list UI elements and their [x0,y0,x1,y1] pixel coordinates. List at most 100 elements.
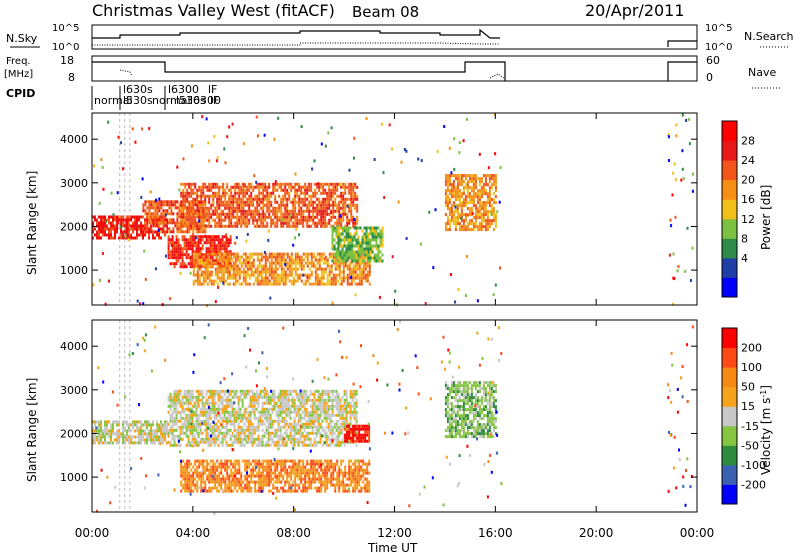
vel-cell [305,407,308,411]
power-noise-point [116,226,119,230]
vel-cell [211,410,214,414]
power-cell [194,215,197,219]
vel-cell [106,420,108,424]
power-cell [448,192,451,196]
power-cell [340,218,343,222]
vel-cell [179,401,182,405]
vel-cell [152,420,154,424]
power-cell [294,182,297,186]
power-noise-point [496,210,499,214]
vel-cell [337,434,340,438]
power-cell [227,238,230,242]
power-cell [338,267,341,271]
power-cell [354,282,357,286]
vel-cell [291,434,294,438]
power-cell [354,276,357,280]
power-cell [264,215,267,219]
power-cell [240,224,243,228]
power-cell [284,273,287,277]
vel-cell [207,422,210,426]
power-cell [208,194,211,198]
vel-cell [180,483,183,487]
vel-cell [301,401,304,405]
power-noise-point [450,171,453,175]
power-cell [347,229,350,233]
power-cell [196,230,199,234]
power-cell [361,250,364,254]
power-cell [177,250,180,254]
power-cell [286,252,289,256]
power-cell [361,244,364,248]
power-cell [262,212,265,216]
vel-cell [245,437,248,441]
power-cell [314,270,317,274]
power-cell [330,194,333,198]
power-cell [236,203,239,207]
power-cell [179,247,182,251]
vel-cell [349,416,352,420]
power-cell [363,259,366,263]
power-cell [210,206,213,210]
power-cell [294,215,297,219]
power-cell [333,238,336,242]
power-cell [201,238,204,242]
power-cell [322,200,325,204]
vel-cell [225,434,228,438]
power-cell [256,255,259,259]
vel-cell [213,401,216,405]
power-cell [154,236,156,240]
vel-cell [319,398,322,402]
vel-cell [199,389,202,393]
power-cell [460,228,463,232]
vel-cell [98,438,100,442]
power-cell [228,270,231,274]
power-cell [213,244,216,248]
vel-cell [223,389,226,393]
power-cell [369,241,372,245]
vel-cell [173,443,176,447]
power-cell [328,200,331,204]
power-cell [326,182,329,186]
vel-cell [347,440,350,444]
vel-cell [207,434,210,438]
vel-cell [331,434,334,438]
vel-cell [156,426,158,430]
power-cell [246,258,249,262]
vel-cell [267,416,270,420]
vel-cell [140,426,142,430]
power-cell [218,203,221,207]
power-cell [258,191,261,195]
power-cell [262,200,265,204]
power-cell [446,189,449,193]
vel-cell [301,434,304,438]
power-cell [458,183,461,187]
vel-cell [169,440,172,444]
power-cell [344,276,347,280]
vel-cell [263,422,266,426]
vel-cell [203,413,206,417]
vel-cell [345,413,348,417]
power-cell [452,204,455,208]
power-cell [488,225,491,229]
power-cell [240,282,243,286]
power-cell [171,238,174,242]
vel-cell [237,425,240,429]
power-cell [318,200,321,204]
power-cell [331,232,334,236]
power-cell [444,195,447,199]
vel-cell [285,419,288,423]
power-cell [324,255,327,259]
power-cell [222,255,225,259]
vel-cell [321,401,324,405]
vel-cell [167,404,170,408]
power-cell [228,206,231,210]
power-noise-point [390,147,393,151]
power-cell [246,215,249,219]
vel-cell [283,407,286,411]
power-cell [158,215,161,219]
power-cell [278,282,281,286]
power-noise-point [263,133,266,137]
power-cell [200,221,203,225]
power-ylabel: Slant Range [km] [25,171,39,275]
vel-cell [126,435,128,439]
